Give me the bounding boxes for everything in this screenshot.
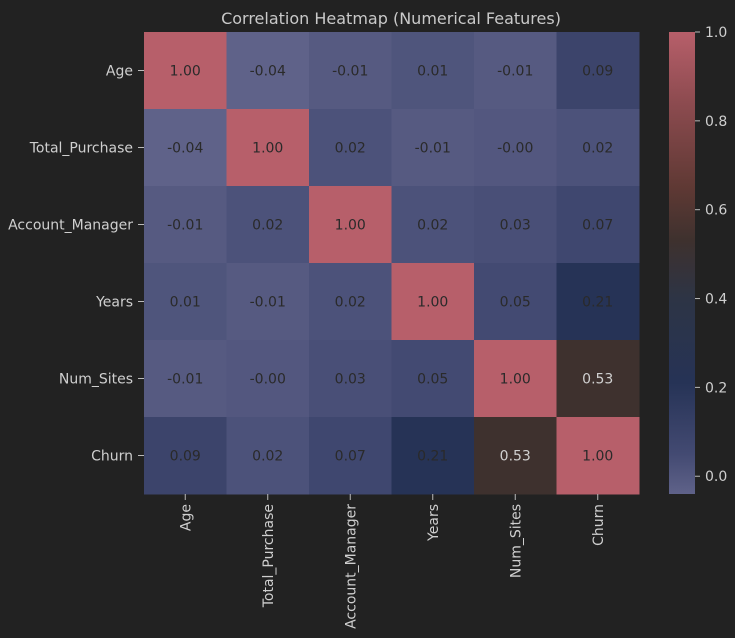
cell-value-label: 0.07 — [335, 449, 366, 465]
x-tick-label: Num_Sites — [508, 504, 524, 578]
x-axis-ticks: Age Total_Purchase Account_Manager Years Num… — [178, 494, 607, 629]
cell-value-label: -0.01 — [415, 141, 451, 157]
cell-value-label: 0.05 — [500, 295, 531, 311]
heatmap-cell — [556, 340, 640, 418]
cell-value-label: 0.03 — [335, 372, 366, 388]
heatmap-cell — [226, 109, 310, 187]
cell-value-label: -0.00 — [497, 141, 533, 157]
heatmap-cell — [226, 263, 310, 341]
x-tick-label: Years — [426, 504, 442, 542]
cell-value-label: 1.00 — [417, 295, 448, 311]
heatmap-cell — [556, 417, 640, 495]
cell-value-label: 0.01 — [170, 295, 201, 311]
heatmap-cell — [391, 417, 475, 495]
cell-value-label: -0.04 — [167, 141, 203, 157]
cell-value-label: 0.09 — [582, 64, 613, 80]
cell-value-label: 0.02 — [252, 218, 283, 234]
colorbar-tick-label: 1.0 — [705, 25, 727, 41]
cell-value-label: -0.01 — [497, 64, 533, 80]
heatmap-cell — [144, 340, 227, 418]
cell-value-label: 0.03 — [500, 218, 531, 234]
cell-value-label: 0.07 — [582, 218, 613, 234]
x-tick-label: Total_Purchase — [261, 504, 277, 608]
heatmap-cell — [309, 109, 392, 187]
x-tick-label: Account_Manager — [343, 504, 359, 629]
y-axis-ticks: Age Total_Purchase Account_Manager Years Num… — [8, 64, 144, 465]
heatmap-cell — [556, 263, 640, 341]
cell-value-label: 0.21 — [582, 295, 613, 311]
cell-value-label: -0.01 — [332, 64, 368, 80]
heatmap-cell — [474, 32, 557, 110]
cell-value-label: 1.00 — [170, 64, 201, 80]
heatmap-cell — [556, 186, 640, 264]
heatmap-cell — [309, 263, 392, 341]
heatmap-cell — [391, 186, 475, 264]
cell-value-label: -0.01 — [167, 372, 203, 388]
y-tick-label: Age — [106, 64, 133, 80]
heatmap-cell — [144, 109, 227, 187]
cell-value-label: 1.00 — [335, 218, 366, 234]
heatmap-cell — [226, 340, 310, 418]
y-tick-label: Total_Purchase — [29, 141, 133, 157]
heatmap-cell — [391, 263, 475, 341]
colorbar-ticks: 0.0 0.2 0.4 0.6 0.8 1.0 — [695, 25, 727, 485]
cell-value-label: 1.00 — [500, 372, 531, 388]
heatmap-cell — [391, 109, 475, 187]
y-tick-label: Churn — [91, 449, 133, 465]
heatmap-cell — [556, 109, 640, 187]
cell-value-label: 0.09 — [170, 449, 201, 465]
heatmap-cell — [474, 109, 557, 187]
y-tick-label: Years — [95, 295, 133, 311]
cell-value-label: 0.02 — [252, 449, 283, 465]
colorbar-tick-label: 0.0 — [705, 469, 727, 485]
heatmap-cell — [226, 417, 310, 495]
cell-value-label: -0.00 — [250, 372, 286, 388]
cell-value-label: -0.01 — [250, 295, 286, 311]
heatmap-cell — [556, 32, 640, 110]
cell-value-label: 0.53 — [582, 372, 613, 388]
heatmap-cell — [474, 417, 557, 495]
cell-value-label: 0.02 — [417, 218, 448, 234]
cell-value-label: 0.01 — [417, 64, 448, 80]
y-tick-label: Num_Sites — [59, 372, 133, 388]
cell-value-label: 1.00 — [582, 449, 613, 465]
chart-title: Correlation Heatmap (Numerical Features) — [221, 9, 561, 28]
heatmap-cell — [391, 32, 475, 110]
cell-value-label: 0.05 — [417, 372, 448, 388]
cell-value-label: 0.53 — [500, 449, 531, 465]
cell-value-label: 0.21 — [417, 449, 448, 465]
heatmap-cells: 1.00 -0.04 -0.01 0.01 -0.01 0.09 -0.04 1.00 0.02… — [144, 32, 640, 495]
x-tick-label: Churn — [591, 504, 607, 546]
heatmap-cell — [391, 340, 475, 418]
heatmap-cell — [144, 263, 227, 341]
colorbar-tick-label: 0.8 — [705, 114, 727, 130]
colorbar-tick-label: 0.4 — [705, 292, 727, 308]
heatmap-cell — [309, 186, 392, 264]
y-tick-label: Account_Manager — [8, 218, 133, 234]
cell-value-label: -0.04 — [250, 64, 286, 80]
heatmap-cell — [309, 32, 392, 110]
cell-value-label: 0.02 — [582, 141, 613, 157]
x-tick-label: Age — [178, 504, 194, 531]
cell-value-label: 0.02 — [335, 295, 366, 311]
heatmap-cell — [226, 32, 310, 110]
heatmap-cell — [309, 417, 392, 495]
colorbar-tick-label: 0.6 — [705, 203, 727, 219]
heatmap-cell — [474, 186, 557, 264]
cell-value-label: 1.00 — [252, 141, 283, 157]
heatmap-cell — [474, 263, 557, 341]
colorbar — [669, 32, 695, 494]
heatmap-cell — [309, 340, 392, 418]
heatmap-cell — [474, 340, 557, 418]
colorbar-tick-label: 0.2 — [705, 380, 727, 396]
cell-value-label: 0.02 — [335, 141, 366, 157]
heatmap-cell — [226, 186, 310, 264]
heatmap-cell — [144, 417, 227, 495]
cell-value-label: -0.01 — [167, 218, 203, 234]
heatmap-cell — [144, 186, 227, 264]
heatmap-cell — [144, 32, 227, 110]
